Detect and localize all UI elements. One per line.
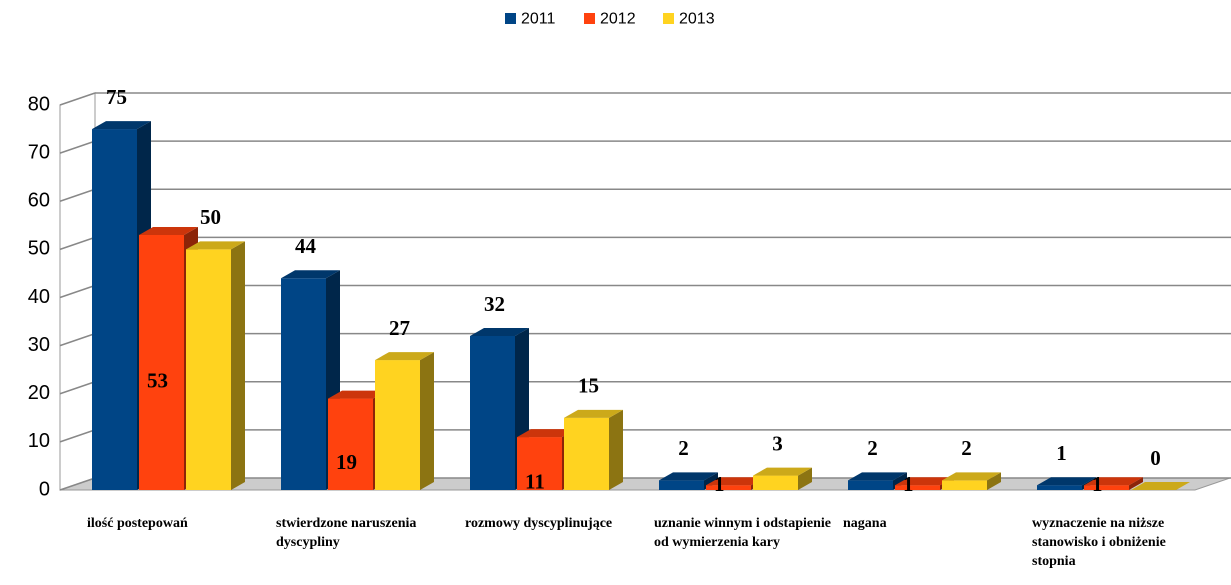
- bar: [1084, 485, 1129, 490]
- data-label: 2: [867, 436, 878, 460]
- bar-side: [987, 472, 1001, 490]
- data-label: 50: [200, 205, 221, 229]
- x-tick-label: uznanie winnym i odstapienie od wymierze…: [654, 516, 831, 550]
- x-tick-label: stwierdzone naruszenia dyscypliny: [276, 516, 417, 550]
- bar-top: [1084, 477, 1143, 486]
- data-label: 27: [389, 316, 410, 340]
- bar-top: [470, 328, 529, 336]
- bar: [328, 398, 373, 490]
- grid-line: [59, 188, 96, 202]
- y-tick-label: 30: [28, 334, 50, 356]
- y-tick-label: 20: [28, 382, 50, 404]
- data-label: 53: [147, 368, 168, 392]
- y-tick-label: 0: [39, 478, 50, 500]
- bar-top: [659, 472, 718, 481]
- x-tick-label: rozmowy dyscyplinujące: [465, 516, 613, 531]
- bar: [517, 437, 562, 490]
- bar: [470, 336, 515, 490]
- y-tick-label: 10: [28, 430, 50, 452]
- bar-side: [231, 241, 245, 490]
- bar-top: [1131, 482, 1190, 490]
- bar: [139, 234, 184, 490]
- y-tick-label: 70: [28, 141, 50, 163]
- bar: [895, 485, 940, 490]
- data-label: 0: [1150, 446, 1161, 470]
- grid-line: [59, 140, 96, 154]
- bar-top: [517, 429, 576, 438]
- bar-top: [706, 477, 765, 486]
- data-label: 32: [484, 292, 505, 316]
- data-label: 2: [678, 436, 689, 460]
- bar-side: [798, 467, 812, 490]
- data-label: 1: [1056, 441, 1067, 465]
- legend-label: 2013: [679, 11, 715, 28]
- bar: [1037, 485, 1082, 490]
- bar: [281, 278, 326, 490]
- bar: [942, 480, 987, 490]
- bar-top: [92, 121, 151, 130]
- grid-line: [59, 381, 96, 395]
- bar-top: [139, 226, 198, 235]
- data-label: 1: [903, 472, 914, 496]
- data-label: 44: [295, 234, 317, 258]
- grid-line: [59, 477, 96, 491]
- data-label: 2: [961, 436, 972, 460]
- bar: [706, 485, 751, 490]
- x-tick-label: wyznaczenie na niższe stanowisko i obniż…: [1032, 516, 1166, 569]
- data-label: 19: [336, 450, 357, 474]
- bar: [753, 475, 798, 490]
- bar-top: [375, 352, 434, 361]
- grid-line: [59, 236, 96, 251]
- y-tick-label: 60: [28, 190, 50, 212]
- bar-top: [1037, 477, 1096, 486]
- bar-top: [186, 241, 245, 250]
- legend-label: 2012: [600, 11, 636, 28]
- data-label: 1: [1092, 472, 1103, 496]
- y-tick-label: 50: [28, 238, 50, 260]
- grid-line: [59, 429, 96, 443]
- bar-top: [848, 472, 907, 481]
- bar: [92, 129, 137, 490]
- legend-swatch: [584, 13, 595, 24]
- bar: [659, 480, 704, 490]
- bar: [848, 480, 893, 490]
- bar-top: [281, 270, 340, 279]
- grid-line: [59, 332, 96, 347]
- bar: [375, 360, 420, 490]
- data-label: 1: [714, 472, 725, 496]
- bar-top: [895, 477, 954, 486]
- bar-side: [1129, 477, 1143, 490]
- y-tick-label: 40: [28, 286, 50, 308]
- bar-top: [942, 472, 1001, 481]
- data-label: 15: [578, 374, 599, 398]
- bar-top: [328, 390, 387, 399]
- data-label: 11: [525, 469, 545, 493]
- grid-line: [59, 92, 96, 106]
- bar-side: [609, 409, 623, 490]
- grid-line: [59, 284, 96, 299]
- bar: [564, 417, 609, 490]
- legend-swatch: [663, 13, 674, 24]
- x-tick-label: ilość postepowań: [87, 516, 188, 531]
- data-label: 75: [106, 85, 127, 109]
- data-label: 3: [772, 431, 783, 455]
- bar-side: [420, 352, 434, 490]
- bar-top: [753, 467, 812, 476]
- y-tick-label: 80: [28, 93, 50, 115]
- x-tick-label: nagana: [843, 516, 887, 531]
- bar: [186, 249, 231, 490]
- legend-swatch: [505, 13, 516, 24]
- legend-label: 2011: [521, 11, 556, 28]
- bar-top: [564, 409, 623, 418]
